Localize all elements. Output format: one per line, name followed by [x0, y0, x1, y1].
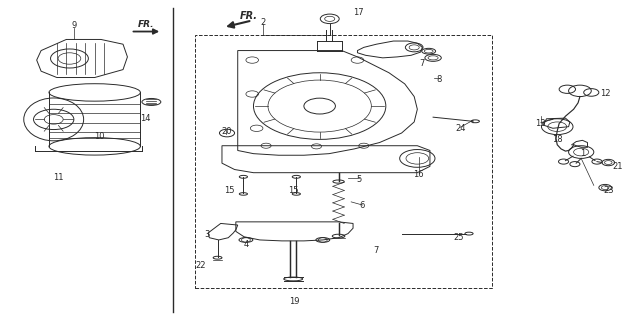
- Text: FR.: FR.: [138, 20, 154, 29]
- Text: 15: 15: [288, 186, 298, 195]
- Text: 24: 24: [455, 124, 465, 133]
- Text: 22: 22: [196, 261, 206, 270]
- Text: 13: 13: [536, 119, 546, 128]
- Text: 14: 14: [140, 114, 150, 123]
- Text: 15: 15: [224, 186, 235, 195]
- Text: 1: 1: [580, 149, 586, 158]
- Text: 2: 2: [260, 18, 266, 27]
- Text: 10: 10: [94, 132, 104, 141]
- Text: 7: 7: [373, 246, 379, 255]
- Text: 21: 21: [613, 162, 623, 171]
- Text: 25: 25: [453, 233, 463, 242]
- Text: 7: 7: [420, 59, 425, 68]
- Text: 19: 19: [289, 297, 299, 306]
- Text: 4: 4: [243, 240, 249, 249]
- Text: 17: 17: [353, 8, 363, 17]
- Text: 18: 18: [552, 135, 563, 144]
- Text: 8: 8: [437, 75, 442, 84]
- Text: 12: 12: [600, 89, 610, 98]
- Text: 3: 3: [205, 230, 210, 239]
- Text: FR.: FR.: [240, 11, 258, 21]
- Text: 9: 9: [72, 21, 77, 30]
- Text: 6: 6: [360, 202, 365, 211]
- Text: 5: 5: [356, 174, 361, 184]
- Bar: [196, 35, 492, 288]
- Text: 16: 16: [413, 170, 424, 179]
- Text: 20: 20: [221, 127, 232, 136]
- Text: 11: 11: [53, 173, 63, 182]
- Text: 23: 23: [603, 186, 613, 195]
